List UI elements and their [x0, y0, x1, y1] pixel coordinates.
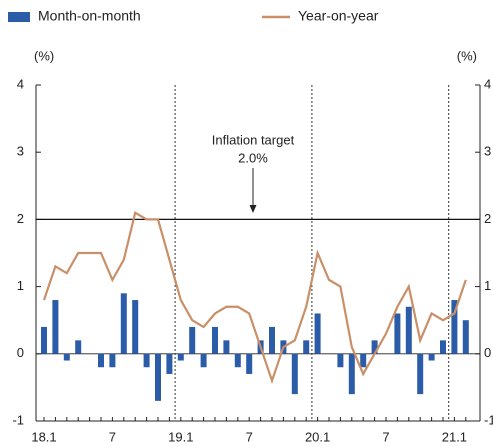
bar	[417, 353, 424, 395]
y-tick-label: 1	[17, 278, 24, 293]
y2-tick-label: 3	[484, 144, 491, 159]
bar	[155, 353, 161, 401]
bar	[451, 300, 458, 354]
line	[42, 210, 467, 385]
bar	[98, 353, 104, 368]
bar	[143, 353, 150, 368]
bar	[212, 326, 218, 354]
y2-tick-label: -1	[484, 412, 493, 427]
y2-tick-label: 0	[484, 345, 491, 360]
bar	[52, 300, 59, 354]
annotation-text: 2.0%	[238, 150, 268, 165]
y-tick-label: 3	[17, 144, 24, 159]
bar	[360, 353, 367, 368]
x-tick-label: 20.1	[305, 429, 330, 444]
annotation-text: Inflation target	[212, 132, 295, 147]
legend-label: Month-on-month	[38, 8, 141, 24]
bar	[63, 353, 70, 361]
bar	[348, 353, 355, 395]
y-tick-label: -1	[12, 412, 24, 427]
bar	[223, 340, 230, 354]
legend-swatch	[8, 12, 30, 22]
bar	[166, 353, 173, 374]
bar	[269, 326, 275, 354]
bar	[405, 306, 412, 354]
y-tick-label: 2	[17, 211, 24, 226]
bar	[132, 300, 139, 354]
y2-tick-label: 1	[484, 278, 491, 293]
y-tick-label: 4	[17, 76, 24, 91]
x-tick-label: 21.1	[442, 429, 467, 444]
legend-label: Year-on-year	[298, 8, 379, 24]
bar	[371, 340, 378, 354]
y-axis-label: (%)	[34, 48, 54, 63]
y2-axis-label: (%)	[457, 48, 477, 63]
bar	[303, 340, 310, 354]
x-tick-label: 18.1	[31, 429, 56, 444]
bar	[394, 313, 401, 354]
x-tick-label: 7	[382, 429, 389, 444]
x-tick-label: 7	[109, 429, 116, 444]
bar	[314, 313, 321, 354]
bar	[41, 326, 47, 354]
x-tick-label: 7	[246, 429, 253, 444]
annotation-arrowhead	[249, 205, 257, 213]
bar	[246, 353, 253, 374]
bar	[75, 340, 82, 354]
bar	[337, 353, 344, 368]
bar	[234, 353, 241, 368]
y2-tick-label: 2	[484, 211, 491, 226]
bar	[428, 353, 435, 361]
bar	[462, 320, 469, 354]
y-tick-label: 0	[17, 345, 24, 360]
bar	[291, 353, 298, 395]
bar	[109, 353, 116, 368]
bar	[200, 353, 207, 368]
x-tick-label: 19.1	[168, 429, 193, 444]
bar	[120, 293, 127, 354]
y2-tick-label: 4	[484, 76, 491, 91]
bar	[177, 353, 184, 361]
bar	[189, 326, 196, 354]
bar	[440, 340, 446, 354]
